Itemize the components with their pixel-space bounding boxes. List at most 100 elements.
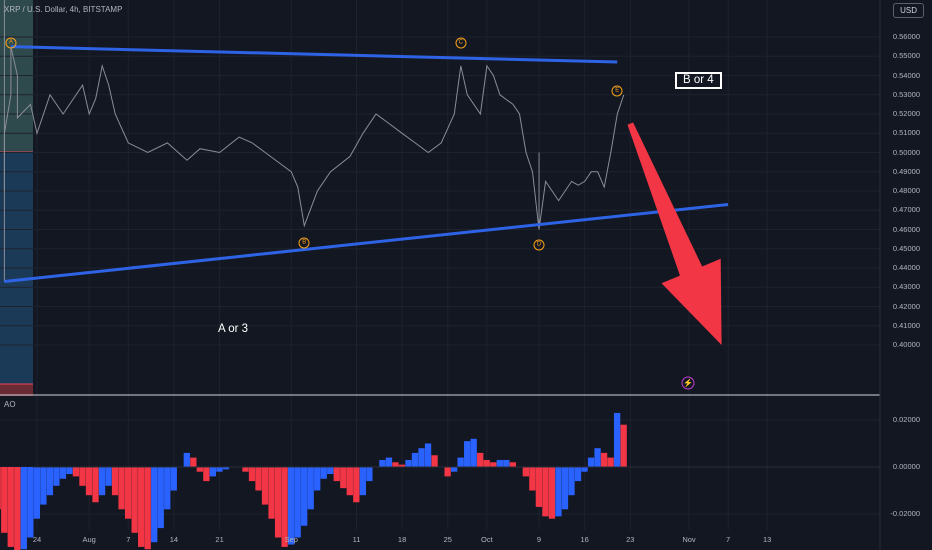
- ao-bar: [248, 467, 256, 482]
- ao-bar: [320, 467, 327, 479]
- ao-bar: [72, 467, 80, 477]
- ao-bar: [216, 467, 223, 472]
- ao-bar: [314, 467, 321, 491]
- time-tick-label: 16: [580, 535, 589, 544]
- ao-bar: [483, 459, 490, 467]
- price-tick-label: 0.54000: [892, 70, 920, 80]
- ao-bar: [138, 467, 145, 547]
- ao-bar: [1, 467, 8, 533]
- ao-bar: [405, 459, 412, 467]
- chart-title: XRP / U.S. Dollar, 4h, BITSTAMP: [4, 5, 123, 14]
- annotation-a-or-3[interactable]: A or 3: [218, 323, 249, 335]
- ao-bar: [568, 467, 575, 496]
- ao-bar: [261, 467, 269, 505]
- time-tick-label: Aug: [82, 535, 96, 544]
- currency-button[interactable]: USD: [893, 3, 924, 18]
- time-tick-label: 18: [397, 535, 407, 544]
- ao-tick-label: 0.02000: [892, 415, 920, 424]
- time-tick-label: 24: [32, 535, 42, 544]
- ao-bar: [477, 452, 484, 467]
- price-tick-label: 0.44000: [892, 263, 920, 272]
- ao-bar: [79, 467, 86, 486]
- ao-bar: [444, 467, 451, 477]
- wave-label-a: A: [5, 37, 17, 49]
- price-tick-label: 0.52000: [892, 109, 920, 118]
- ao-bar: [587, 457, 595, 467]
- ao-bar: [366, 467, 373, 482]
- lightning-icon[interactable]: ⚡: [681, 376, 695, 390]
- ao-bar: [359, 467, 366, 496]
- ao-bar: [144, 467, 151, 550]
- ao-bar: [333, 467, 340, 482]
- ao-bar: [124, 467, 132, 519]
- price-tick-label: 0.43000: [892, 282, 920, 292]
- ao-tick-label: -0.02000: [890, 509, 920, 518]
- price-tick-label: 0.40000: [892, 340, 920, 349]
- ao-bar: [555, 467, 562, 517]
- ao-bar: [14, 467, 21, 550]
- ao-bar: [346, 467, 353, 496]
- price-tick-label: 0.55000: [892, 51, 920, 61]
- ao-bar: [503, 459, 510, 467]
- ao-bar: [66, 467, 73, 475]
- ao-bar: [613, 412, 621, 467]
- price-tick-label: 0.47000: [892, 205, 920, 215]
- price-tick-label: 0.46000: [892, 224, 920, 234]
- ao-bar: [607, 457, 614, 467]
- left-panel-bottom: [0, 384, 33, 396]
- ao-bar: [340, 467, 347, 489]
- ao-bar: [46, 467, 54, 496]
- time-tick-label: Nov: [682, 535, 696, 544]
- ao-bar: [424, 443, 432, 467]
- ao-bar: [287, 467, 295, 545]
- ao-bar: [620, 424, 627, 467]
- ao-bar: [7, 467, 14, 547]
- ao-bar: [105, 467, 112, 486]
- ao-indicator-label[interactable]: AO: [4, 400, 16, 409]
- ao-bar: [307, 467, 314, 510]
- ao-bar: [431, 455, 438, 467]
- price-tick-label: 0.53000: [892, 89, 920, 99]
- ao-bar: [59, 467, 67, 479]
- time-tick-label: 7: [726, 535, 731, 544]
- ao-bar: [53, 467, 60, 486]
- time-tick-label: 14: [169, 535, 179, 544]
- ao-bar: [574, 467, 582, 482]
- ao-bar: [157, 467, 164, 529]
- ao-bar: [268, 467, 275, 519]
- ao-bar: [385, 457, 393, 467]
- ao-bar: [183, 452, 190, 467]
- ao-bar: [464, 441, 471, 467]
- ao-bar: [242, 467, 249, 472]
- wave-label-b: B: [298, 237, 310, 249]
- upper-trendline: [10, 45, 618, 64]
- wave-label-e: E: [611, 85, 623, 97]
- ao-bar: [274, 467, 282, 538]
- ao-bar: [131, 467, 138, 533]
- ao-bar: [111, 467, 119, 496]
- ao-bar: [170, 467, 177, 491]
- ao-bar: [450, 467, 458, 472]
- ao-bar: [411, 452, 419, 467]
- ao-bar: [281, 467, 288, 547]
- price-tick-label: 0.42000: [892, 301, 920, 311]
- ao-tick-label: 0.00000: [892, 462, 920, 471]
- trendlines[interactable]: [4, 45, 729, 283]
- ao-bar: [118, 467, 125, 510]
- ao-bar: [151, 467, 158, 543]
- price-line: [3, 46, 625, 230]
- price-tick-label: 0.49000: [892, 166, 920, 176]
- ao-bar: [581, 467, 588, 472]
- ao-bar: [327, 467, 334, 475]
- ao-bar: [535, 467, 543, 507]
- ao-bar: [379, 459, 386, 467]
- ao-bar: [98, 467, 106, 496]
- ao-bar: [20, 467, 27, 550]
- bearish-arrow[interactable]: [627, 122, 722, 346]
- ao-bar: [509, 462, 516, 467]
- time-tick-label: 21: [215, 535, 224, 544]
- annotation-b-or-4[interactable]: B or 4: [675, 72, 722, 89]
- ao-bar: [85, 467, 93, 496]
- ao-bar: [600, 452, 608, 467]
